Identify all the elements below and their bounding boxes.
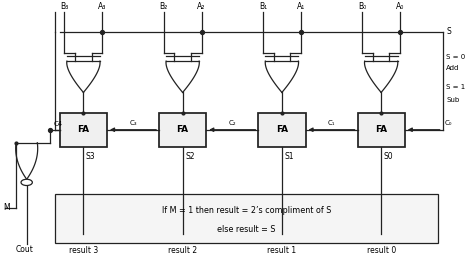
Text: M: M bbox=[3, 203, 10, 213]
Text: A₃: A₃ bbox=[98, 2, 107, 11]
Bar bbox=[258, 113, 306, 147]
Text: B₀: B₀ bbox=[358, 2, 366, 11]
Text: result 0: result 0 bbox=[366, 246, 396, 255]
Text: S = 0: S = 0 bbox=[447, 54, 465, 60]
Circle shape bbox=[21, 179, 32, 185]
Text: A₀: A₀ bbox=[396, 2, 404, 11]
Text: Add: Add bbox=[447, 65, 460, 72]
Text: S1: S1 bbox=[284, 152, 294, 161]
Text: B₂: B₂ bbox=[160, 2, 168, 11]
Text: If M = 1 then result = 2’s compliment of S: If M = 1 then result = 2’s compliment of… bbox=[162, 206, 331, 215]
Text: FA: FA bbox=[276, 125, 288, 134]
Bar bbox=[60, 113, 107, 147]
Text: FA: FA bbox=[77, 125, 90, 134]
Text: B₃: B₃ bbox=[60, 2, 69, 11]
Text: Sub: Sub bbox=[447, 97, 460, 103]
Text: C₃: C₃ bbox=[129, 120, 137, 126]
Text: Cout: Cout bbox=[15, 244, 33, 253]
Text: A₂: A₂ bbox=[197, 2, 206, 11]
Text: result 3: result 3 bbox=[69, 246, 98, 255]
Text: else result = S: else result = S bbox=[217, 225, 276, 234]
Text: A₁: A₁ bbox=[297, 2, 305, 11]
Text: C₁: C₁ bbox=[328, 120, 335, 126]
Text: B₁: B₁ bbox=[259, 2, 267, 11]
Text: S3: S3 bbox=[86, 152, 95, 161]
Bar bbox=[357, 113, 405, 147]
Bar bbox=[55, 194, 438, 243]
Text: S2: S2 bbox=[185, 152, 194, 161]
Text: result 1: result 1 bbox=[267, 246, 296, 255]
Text: S: S bbox=[447, 27, 451, 36]
Text: C4: C4 bbox=[54, 121, 63, 127]
Text: C₀: C₀ bbox=[445, 120, 453, 126]
Text: C₂: C₂ bbox=[228, 120, 236, 126]
Text: result 2: result 2 bbox=[168, 246, 197, 255]
Bar bbox=[159, 113, 206, 147]
Text: S = 1: S = 1 bbox=[447, 84, 465, 90]
Text: FA: FA bbox=[375, 125, 387, 134]
Text: FA: FA bbox=[177, 125, 189, 134]
Text: S0: S0 bbox=[383, 152, 393, 161]
